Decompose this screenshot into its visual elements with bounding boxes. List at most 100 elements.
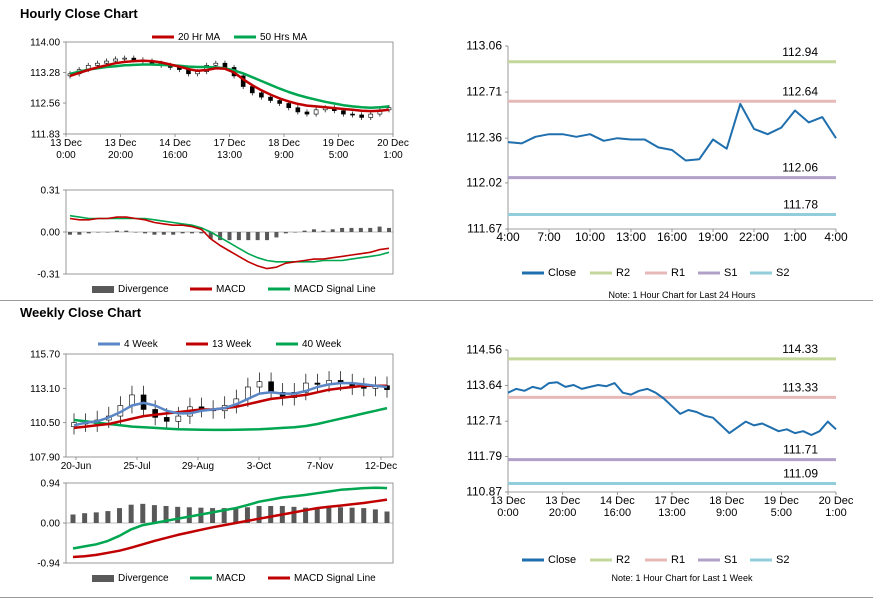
x-tick-label: 13:00 [217, 150, 242, 161]
divergence-bar [117, 508, 123, 523]
candle-body [295, 107, 301, 113]
divergence-bar [124, 230, 129, 232]
candle-body [359, 114, 364, 118]
x-tick-label: 13 Dec [545, 495, 580, 507]
divergence-bar [311, 229, 316, 232]
divergence-bar [93, 512, 99, 523]
candle-body [277, 100, 282, 104]
divergence-bar [143, 232, 148, 234]
divergence-bar [361, 508, 367, 523]
x-tick-label: 18 Dec [709, 495, 744, 507]
legend-label: 20 Hr MA [178, 32, 221, 43]
y-tick-label: 112.71 [466, 85, 502, 99]
divergence-bar [133, 232, 138, 233]
x-tick-label: 19 Dec [764, 495, 799, 507]
x-tick-label: 20-Jun [61, 461, 92, 472]
macd-signal-line [69, 214, 390, 263]
divergence-bar [221, 508, 227, 523]
x-tick-label: 0:00 [56, 150, 76, 161]
y-tick-label: 112.36 [466, 131, 502, 145]
y-tick-label: 0.94 [41, 479, 61, 490]
candle-body [286, 103, 292, 109]
candle-body [249, 86, 255, 94]
hourly-price-chart: 114.00 113.28 112.56 111.83 20 Hr MA 50 Hrs M… [30, 32, 409, 161]
y-tick-label: 110.87 [466, 485, 502, 499]
x-tick-label: 20 Dec [377, 138, 409, 149]
x-tick-label: 12-Dec [365, 461, 397, 472]
legend-label: R1 [671, 554, 685, 566]
x-tick-label: 13 Dec [491, 495, 526, 507]
divergence-bar [70, 514, 76, 523]
divergence-bar [377, 226, 382, 232]
ma20-line [69, 59, 390, 113]
candle-body [341, 110, 346, 115]
x-tick-label: 9:00 [716, 507, 737, 519]
x-tick-label: 17 Dec [214, 138, 246, 149]
y-tick-label: 110.50 [30, 418, 60, 429]
divergence-bar [163, 505, 169, 523]
divergence-bar [244, 507, 250, 523]
x-tick-label: 7-Nov [307, 461, 334, 472]
divergence-bar [218, 232, 223, 241]
divergence-bar [246, 232, 251, 241]
divergence-bar [314, 508, 320, 523]
x-tick-label: 25-Jul [123, 461, 150, 472]
y-tick-label: 112.71 [466, 414, 502, 428]
candle-body [268, 96, 273, 101]
candle-body [350, 113, 355, 116]
divergence-bar [349, 227, 354, 232]
legend-label: S2 [776, 554, 789, 566]
divergence-bar [180, 232, 185, 234]
section-divider [0, 300, 873, 301]
week40-line [73, 406, 388, 432]
x-tick-label: 18 Dec [268, 138, 300, 149]
hourly-macd-chart: 0.31 0.00 -0.31 Divergence MACD MACD Signal L… [37, 186, 394, 295]
legend-label: MACD Signal Line [294, 284, 376, 295]
divergence-bar [171, 232, 176, 235]
x-tick-label: 16:00 [657, 230, 687, 244]
divergence-bar [68, 232, 72, 235]
y-tick-label: 115.70 [30, 350, 60, 361]
divergence-bar [330, 229, 335, 232]
legend-label: Close [548, 267, 576, 279]
divergence-bar [86, 232, 91, 234]
x-tick-label: 14 Dec [600, 495, 635, 507]
hourly-section-title: Hourly Close Chart [20, 6, 138, 21]
divergence-bar [293, 232, 298, 233]
close-line [507, 102, 837, 162]
x-tick-label: 29-Aug [182, 461, 214, 472]
x-tick-label: 0:00 [497, 507, 518, 519]
x-tick-label: 19:00 [698, 230, 728, 244]
bottom-divider [0, 597, 873, 598]
x-tick-label: 5:00 [771, 507, 792, 519]
divergence-bar [274, 232, 279, 238]
x-tick-label: 20:00 [549, 507, 577, 519]
x-tick-label: 20:00 [108, 150, 133, 161]
legend-label: S2 [776, 267, 789, 279]
y-tick-label: 0.00 [41, 228, 61, 239]
divergence-bar [210, 508, 216, 523]
legend-label: MACD [216, 573, 245, 584]
y-tick-label: 114.56 [466, 343, 502, 357]
divergence-bar [96, 232, 101, 233]
legend-label: 13 Week [212, 339, 252, 350]
legend-label: MACD [216, 284, 245, 295]
y-tick-label: 112.02 [466, 175, 502, 189]
divergence-bar [256, 505, 262, 523]
divergence-bar [140, 503, 146, 523]
pivot-r2-label: 114.33 [782, 342, 818, 356]
plot-frame [65, 41, 394, 135]
divergence-bar [303, 507, 309, 523]
legend-label: R2 [616, 554, 630, 566]
candle-body [222, 62, 228, 68]
week4-line [73, 381, 388, 427]
legend-label: Divergence [118, 284, 169, 295]
candle-body [314, 382, 321, 385]
divergence-bar [236, 232, 241, 241]
macd-line [72, 486, 388, 550]
x-tick-label: 17 Dec [655, 495, 690, 507]
macd-signal-line [72, 498, 388, 559]
divergence-bar [199, 232, 204, 234]
x-tick-label: 5:00 [329, 150, 349, 161]
legend-label: Close [548, 554, 576, 566]
